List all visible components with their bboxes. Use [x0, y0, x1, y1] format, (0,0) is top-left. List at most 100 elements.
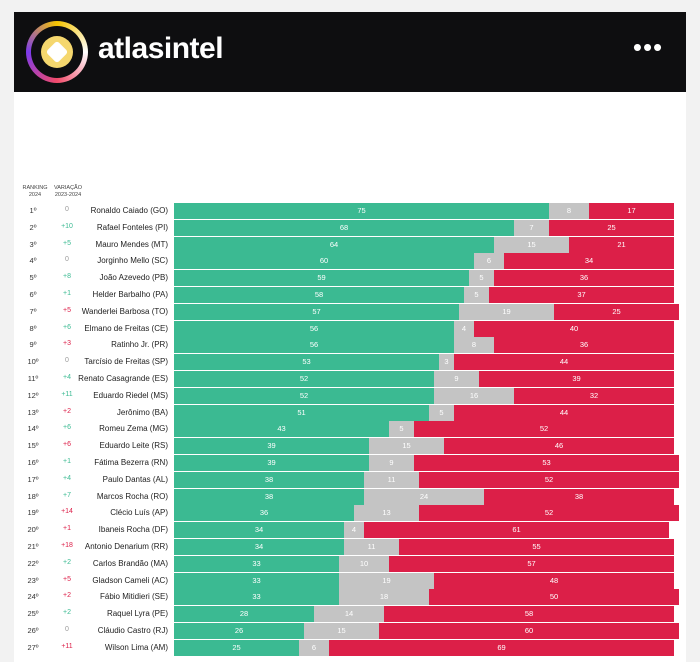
- rank-label: 9º: [29, 340, 37, 350]
- table-row: 22º +2 Carlos Brandão (MA) 33 10 57: [14, 555, 686, 573]
- neutral-bar: 9: [434, 371, 479, 387]
- disapprove-bar: 36: [494, 270, 674, 287]
- disapprove-bar: 60: [379, 623, 679, 639]
- governor-name: Marcos Rocha (RO): [96, 491, 168, 501]
- disapprove-bar: 52: [414, 421, 674, 438]
- disapprove-bar: 61: [364, 522, 669, 539]
- governor-name: Ratinho Jr. (PR): [111, 340, 168, 350]
- table-row: 27º +11 Wilson Lima (AM) 25 6 69: [14, 639, 686, 657]
- governor-name: Elmano de Freitas (CE): [84, 323, 168, 333]
- neutral-bar: 3: [439, 354, 454, 371]
- more-options-icon[interactable]: •••: [632, 32, 664, 62]
- neutral-bar: 15: [369, 438, 444, 455]
- neutral-bar: 19: [459, 303, 554, 320]
- governor-name: Cláudio Castro (RJ): [97, 626, 168, 635]
- variation-label: +1: [63, 290, 71, 297]
- approve-bar: 53: [174, 354, 439, 371]
- variation-label: +14: [61, 508, 73, 516]
- rank-label: 26º: [27, 626, 39, 635]
- rank-label: 5º: [29, 273, 37, 283]
- rank-label: 3º: [29, 239, 37, 249]
- variation-label: 0: [65, 626, 69, 633]
- disapprove-bar: 50: [429, 589, 679, 606]
- profile-header: atlasintel •••: [14, 12, 686, 92]
- rank-label: 21º: [27, 542, 39, 551]
- approve-bar: 39: [174, 455, 369, 471]
- variation-label: +6: [63, 424, 71, 432]
- governor-name: Renato Casagrande (ES): [78, 374, 168, 383]
- approve-bar: 52: [174, 387, 434, 404]
- governor-name: Jorginho Mello (SC): [97, 256, 168, 266]
- disapprove-bar: 38: [484, 488, 674, 505]
- rank-label: 12º: [27, 390, 39, 400]
- table-row: 2º +10 Rafael Fonteles (PI) 68 7 25: [14, 219, 686, 237]
- table-row: 26º 0 Cláudio Castro (RJ) 26 15 60: [14, 623, 686, 640]
- approve-bar: 33: [174, 572, 339, 589]
- approve-bar: 52: [174, 371, 434, 387]
- disapprove-bar: 21: [569, 236, 674, 253]
- rank-label: 18º: [27, 491, 39, 501]
- table-row: 3º +5 Mauro Mendes (MT) 64 15 21: [14, 236, 686, 254]
- approve-bar: 39: [174, 438, 369, 455]
- disapprove-bar: 17: [589, 203, 674, 219]
- approve-bar: 60: [174, 253, 474, 270]
- variation-label: +2: [63, 558, 71, 566]
- neutral-bar: 8: [454, 337, 494, 354]
- neutral-bar: 14: [314, 606, 384, 623]
- approve-bar: 36: [174, 505, 354, 522]
- rank-label: 13º: [27, 407, 39, 417]
- variation-label: +4: [63, 374, 71, 381]
- variation-label: +1: [63, 525, 71, 533]
- variation-label: +2: [63, 407, 71, 415]
- variation-label: +1: [63, 458, 71, 465]
- rank-label: 25º: [27, 609, 39, 619]
- approve-bar: 64: [174, 236, 494, 253]
- variation-label: +5: [63, 306, 71, 314]
- account-name[interactable]: atlasintel: [98, 32, 224, 65]
- rank-label: 7º: [29, 306, 37, 316]
- approve-bar: 75: [174, 203, 549, 219]
- disapprove-bar: 36: [494, 337, 674, 354]
- neutral-bar: 8: [549, 203, 589, 219]
- table-row: 16º +1 Fátima Bezerra (RN) 39 9 53: [14, 455, 686, 472]
- governor-name: Antonio Denarium (RR): [84, 542, 168, 551]
- neutral-bar: 13: [354, 505, 419, 522]
- governor-name: Ibaneis Rocha (DF): [98, 525, 168, 535]
- neutral-bar: 6: [474, 253, 504, 270]
- disapprove-bar: 57: [389, 555, 674, 572]
- disapprove-bar: 25: [554, 303, 679, 320]
- governor-name: João Azevedo (PB): [99, 273, 168, 283]
- disapprove-bar: 44: [454, 404, 674, 421]
- table-row: 4º 0 Jorginho Mello (SC) 60 6 34: [14, 253, 686, 270]
- approve-bar: 51: [174, 404, 429, 421]
- approve-bar: 34: [174, 539, 344, 555]
- approve-bar: 59: [174, 270, 469, 287]
- rank-label: 20º: [27, 525, 39, 535]
- disapprove-bar: 34: [504, 253, 674, 270]
- approve-bar: 38: [174, 488, 364, 505]
- table-row: 5º +8 João Azevedo (PB) 59 5 36: [14, 270, 686, 287]
- variation-label: 0: [65, 256, 69, 264]
- governor-name: Tarcísio de Freitas (SP): [84, 357, 168, 367]
- variation-label: +6: [63, 441, 71, 449]
- neutral-bar: 15: [304, 623, 379, 639]
- variation-label: +6: [63, 323, 71, 331]
- atlasintel-logo[interactable]: [26, 21, 88, 83]
- table-row: 8º +6 Elmano de Freitas (CE) 56 4 40: [14, 320, 686, 338]
- table-row: 6º +1 Helder Barbalho (PA) 58 5 37: [14, 287, 686, 304]
- table-row: 18º +7 Marcos Rocha (RO) 38 24 38: [14, 488, 686, 506]
- approve-bar: 38: [174, 471, 364, 488]
- neutral-bar: 18: [339, 589, 429, 606]
- rank-label: 16º: [27, 458, 39, 467]
- governor-name: Clécio Luís (AP): [110, 508, 168, 518]
- table-row: 10º 0 Tarcísio de Freitas (SP) 53 3 44: [14, 354, 686, 371]
- neutral-bar: 5: [469, 270, 494, 287]
- governor-name: Ronaldo Caiado (GO): [90, 206, 168, 215]
- logo-core: [41, 36, 73, 68]
- table-row: 24º +2 Fábio Mitidieri (SE) 33 18 50: [14, 589, 686, 606]
- variation-label: +7: [63, 491, 71, 499]
- governor-name: Eduardo Riedel (MS): [93, 390, 168, 400]
- table-row: 14º +6 Romeu Zema (MG) 43 5 52: [14, 421, 686, 438]
- logo-mark-icon: [45, 40, 69, 64]
- rank-label: 17º: [27, 474, 39, 484]
